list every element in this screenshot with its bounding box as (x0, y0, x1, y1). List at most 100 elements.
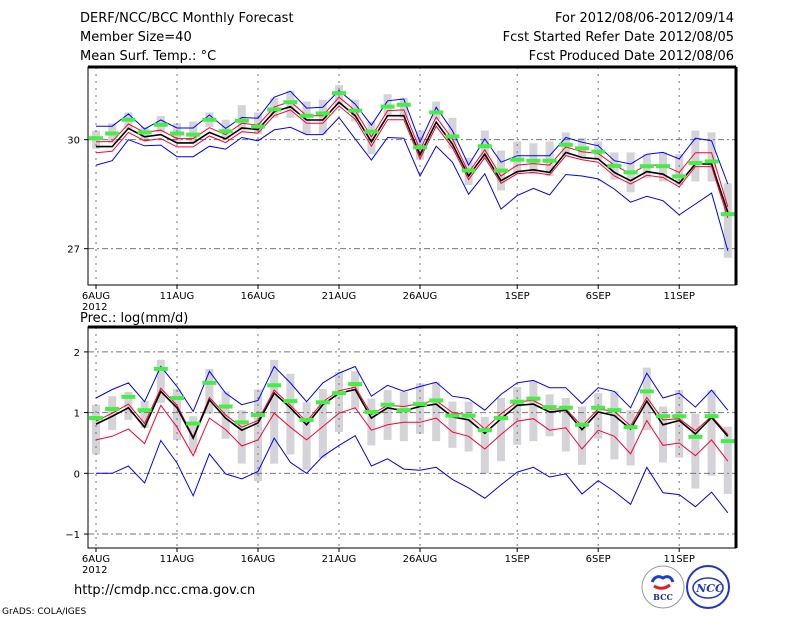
series-mean-line (96, 101, 729, 213)
range-bar (416, 383, 424, 434)
range-bar (124, 391, 133, 420)
observed-marker (607, 408, 622, 413)
range-bar (691, 130, 700, 182)
range-bar (189, 416, 198, 453)
range-bar (594, 393, 603, 439)
svg-text:NCC: NCC (695, 582, 724, 595)
observed-marker (542, 405, 557, 410)
observed-marker (218, 404, 233, 409)
observed-marker (672, 414, 687, 419)
x-year-label: 2012 (82, 565, 107, 576)
range-bar (561, 398, 570, 452)
observed-marker (299, 113, 314, 118)
range-bar (367, 121, 376, 155)
observed-marker (332, 391, 346, 396)
x-tick-label: 11AUG (160, 291, 195, 302)
observed-marker (413, 402, 427, 407)
observed-marker (348, 108, 363, 113)
observed-marker (299, 417, 314, 422)
observed-marker (153, 122, 168, 127)
svg-text:BCC: BCC (653, 592, 673, 602)
x-tick-label: 11AUG (160, 554, 195, 565)
precipitation-panel: 6AUG 11AUG 16AUG 21AUG 26AUG 1SEP 6SEP 11SEP201… (65, 325, 738, 576)
observed-marker (251, 413, 265, 418)
series-lower-line (95, 105, 729, 218)
range-bar (189, 121, 198, 144)
series-max-line (95, 365, 729, 413)
range-bar (545, 394, 554, 437)
observed-marker (186, 132, 201, 137)
range-bar (302, 101, 311, 135)
x-tick-label: 21AUG (322, 554, 357, 565)
observed-marker (688, 160, 703, 165)
observed-marker (575, 146, 589, 151)
observed-marker (89, 136, 103, 141)
observed-marker (510, 399, 525, 404)
series-min-line (95, 116, 729, 251)
observed-marker (607, 163, 622, 168)
range-bar (318, 99, 327, 135)
range-bar (513, 387, 522, 445)
observed-marker (445, 134, 460, 139)
forecast-produced-date: Fcst Produced Date 2012/08/06 (529, 49, 734, 64)
range-bar (302, 402, 311, 470)
x-tick-label: 21AUG (322, 291, 357, 302)
observed-marker (137, 408, 152, 413)
y-tick-label: 1 (74, 409, 80, 420)
range-bar (529, 381, 538, 442)
range-bar (335, 371, 343, 433)
observed-marker (283, 100, 298, 105)
observed-marker (348, 382, 363, 387)
observed-marker (542, 158, 557, 163)
observed-marker (591, 405, 606, 410)
observed-marker (380, 104, 395, 109)
observed-marker (218, 129, 233, 134)
variable-label: Mean Surf. Temp.: °C (80, 49, 216, 64)
observed-marker (526, 396, 541, 401)
forecast-period: For 2012/08/06-2012/09/14 (555, 11, 734, 26)
y-tick-label: 0 (74, 469, 80, 480)
x-tick-label: 26AUG (403, 291, 438, 302)
series-mean-line (95, 388, 729, 440)
range-bar (367, 398, 376, 446)
observed-marker (558, 405, 573, 410)
observed-marker (170, 131, 184, 136)
observed-marker (656, 414, 670, 419)
observed-marker (623, 170, 638, 175)
observed-marker (153, 366, 168, 371)
range-bar (156, 359, 165, 403)
observed-marker (720, 212, 735, 217)
range-bar (610, 391, 619, 460)
range-bar (642, 367, 651, 431)
chart-title: DERF/NCC/BCC Monthly Forecast (80, 11, 294, 26)
range-bar (92, 404, 100, 455)
range-bar (723, 183, 732, 258)
observed-marker (494, 416, 508, 421)
observed-marker (591, 149, 606, 154)
observed-marker (396, 408, 411, 413)
range-bar (286, 373, 295, 455)
range-bar (675, 390, 684, 458)
range-bar (318, 388, 327, 459)
y-tick-label: 2 (74, 348, 80, 359)
bcc-logo: BCC (641, 565, 685, 609)
range-bar (399, 97, 408, 118)
series-upper-line (95, 96, 729, 208)
ncc-logo: NCC (686, 565, 730, 609)
x-tick-label: 6SEP (586, 291, 611, 302)
series-min-line (96, 435, 729, 514)
observed-marker (121, 117, 136, 122)
observed-marker (720, 439, 735, 444)
range-bar (691, 413, 700, 489)
observed-marker (461, 413, 476, 418)
observed-marker (137, 130, 152, 135)
footer-url[interactable]: http://cmdp.ncc.cma.gov.cn (74, 583, 255, 598)
observed-marker (186, 421, 201, 426)
observed-marker (510, 157, 525, 162)
range-bar (497, 398, 505, 462)
range-bar (448, 117, 457, 149)
range-bar (578, 406, 586, 465)
observed-marker (639, 164, 654, 169)
grads-credit: GrADS: COLA/IGES (2, 607, 86, 617)
